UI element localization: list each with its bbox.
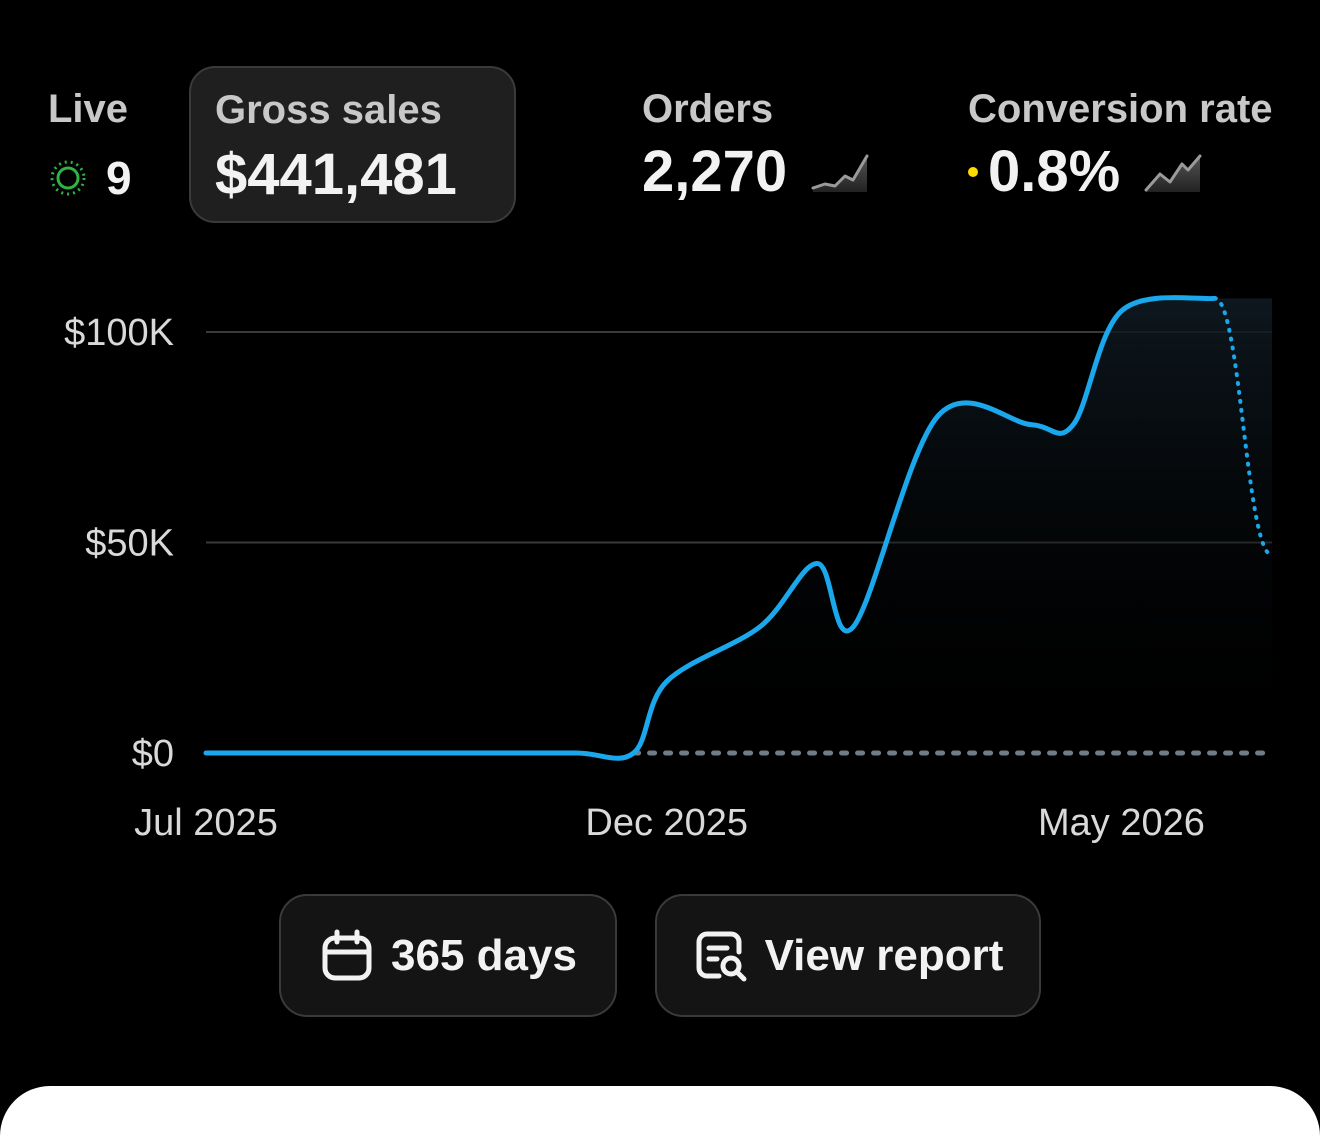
y-tick-label: $100K <box>64 312 174 354</box>
series-area <box>206 297 1272 759</box>
orders-metric[interactable]: Orders 2,270 <box>642 89 871 201</box>
gross-sales-label: Gross sales <box>215 88 442 132</box>
calendar-icon <box>322 929 372 980</box>
gross-sales-value: $441,481 <box>215 142 457 207</box>
view-report-label: View report <box>764 930 1004 980</box>
sparkline-icon <box>1144 154 1202 192</box>
gross-sales-chart[interactable]: $100K $50K $0 Jul 2025 Dec 2025 May 2026 <box>0 280 1320 860</box>
live-value: 9 <box>106 152 132 204</box>
x-tick-label: Jul 2025 <box>134 802 278 844</box>
x-tick-label: May 2026 <box>1038 802 1205 844</box>
sales-series-line <box>203 295 1218 761</box>
live-pulse-icon <box>50 160 86 196</box>
conversion-rate-label: Conversion rate <box>968 89 1273 131</box>
date-range-label: 365 days <box>391 930 577 980</box>
bottom-sheet <box>0 1086 1320 1146</box>
sales-projection-line <box>1212 296 1274 558</box>
conversion-rate-metric[interactable]: Conversion rate 0.8% <box>968 89 1320 201</box>
date-range-button[interactable]: 365 days <box>279 894 617 1017</box>
live-visitors-metric[interactable]: Live 9 <box>48 89 132 201</box>
orders-label: Orders <box>642 87 774 131</box>
gross-sales-metric[interactable]: Gross sales $441,481 <box>189 66 516 223</box>
sparkline-icon <box>811 154 869 192</box>
conversion-status-dot <box>968 167 978 177</box>
view-report-button[interactable]: View report <box>655 894 1041 1017</box>
x-tick-label: Dec 2025 <box>585 802 748 844</box>
report-search-icon <box>696 931 747 981</box>
live-label: Live <box>48 87 129 131</box>
y-tick-label: $0 <box>132 733 174 775</box>
orders-value: 2,270 <box>642 139 788 204</box>
y-tick-label: $50K <box>85 523 174 565</box>
conversion-rate-value: 0.8% <box>988 139 1121 201</box>
